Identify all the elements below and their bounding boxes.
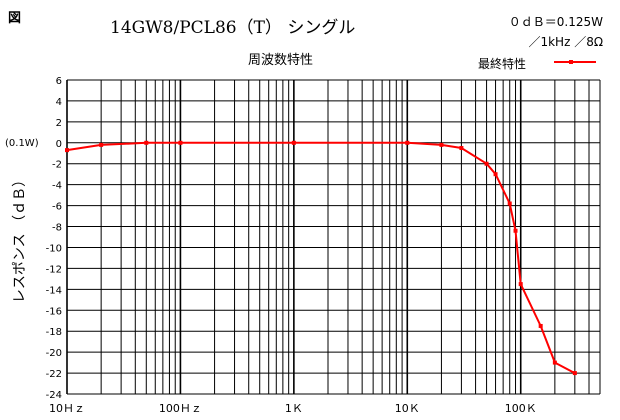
y-tick-label: 4 bbox=[56, 97, 62, 108]
y-tick-label: 2 bbox=[56, 118, 62, 129]
legend-swatch-marker bbox=[569, 60, 573, 64]
y-tick-label: -20 bbox=[46, 348, 62, 359]
data-point bbox=[493, 172, 498, 177]
y-tick-label: -12 bbox=[46, 264, 62, 275]
x-tick-label: 10Ｋ bbox=[395, 402, 420, 415]
y-tick-label: -22 bbox=[46, 369, 62, 380]
data-point bbox=[507, 201, 512, 206]
legend-label: 最終特性 bbox=[478, 56, 526, 71]
data-point bbox=[459, 146, 464, 151]
data-point bbox=[484, 161, 489, 166]
data-point bbox=[65, 148, 69, 153]
chart-title: 14GW8/PCL86（T） シングル bbox=[110, 18, 355, 38]
y-tick-label: -2 bbox=[52, 160, 62, 171]
y-tick-label: -10 bbox=[46, 243, 62, 254]
y-tick-labels: 6 4 2 0 -2 -4 -6 -8 -10 -12 -14 -16 -18 -20 -22 -24 bbox=[46, 76, 62, 401]
y-tick-label: 6 bbox=[56, 76, 62, 87]
x-tick-label: 100Ｋ bbox=[505, 402, 537, 415]
data-point bbox=[518, 282, 523, 287]
zero-db-annotation: (0.1W) bbox=[5, 138, 39, 149]
data-point bbox=[572, 371, 577, 376]
y-tick-label: 0 bbox=[56, 139, 62, 150]
data-point bbox=[178, 140, 183, 145]
data-point bbox=[513, 228, 518, 233]
data-point bbox=[538, 323, 543, 328]
data-point bbox=[291, 140, 296, 145]
x-tick-label: 10Ｈｚ bbox=[49, 402, 85, 415]
reference-line-2: ／1kHz ／8Ω bbox=[528, 35, 603, 49]
data-series bbox=[65, 140, 577, 376]
x-tick-label: 1Ｋ bbox=[285, 402, 303, 415]
data-point bbox=[99, 142, 104, 147]
y-tick-label: -4 bbox=[52, 181, 62, 192]
reference-line-1: ０ｄＢ＝0.125W bbox=[509, 15, 603, 29]
data-point bbox=[439, 142, 444, 147]
data-point bbox=[552, 360, 557, 365]
y-tick-label: -16 bbox=[46, 306, 62, 317]
series-line bbox=[66, 141, 576, 374]
y-tick-label: -8 bbox=[52, 223, 62, 234]
legend: 最終特性 bbox=[478, 56, 596, 71]
x-tick-label: 100Ｈｚ bbox=[159, 402, 202, 415]
data-point bbox=[144, 140, 149, 145]
y-tick-label: -18 bbox=[46, 327, 62, 338]
figure-label: 図 bbox=[8, 11, 21, 26]
plot-grid bbox=[66, 79, 601, 395]
y-tick-label: -14 bbox=[46, 285, 62, 296]
x-tick-labels: 10Ｈｚ 100Ｈｚ 1Ｋ 10Ｋ 100Ｋ bbox=[49, 402, 537, 415]
y-axis-label: レスポンス （ｄＢ） bbox=[12, 173, 28, 303]
y-tick-label: -6 bbox=[52, 202, 62, 213]
data-point bbox=[405, 140, 410, 145]
y-tick-label: -24 bbox=[46, 390, 62, 401]
chart-subtitle: 周波数特性 bbox=[248, 53, 313, 68]
